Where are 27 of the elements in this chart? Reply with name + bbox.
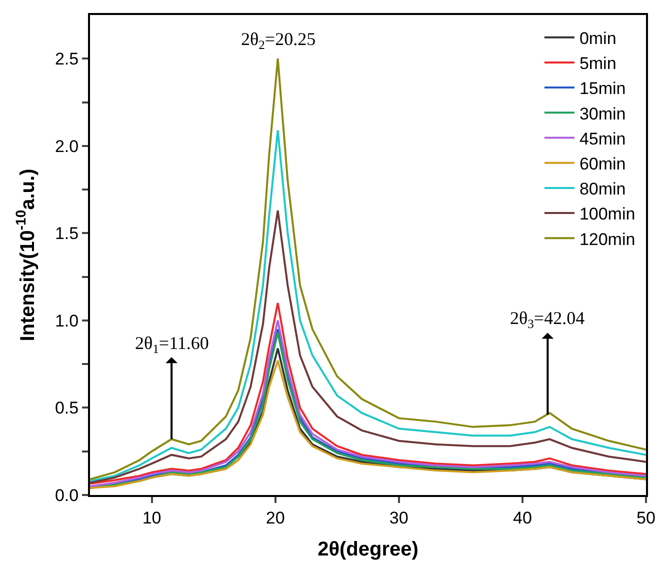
legend-label: 0min <box>579 28 616 48</box>
x-tick-label: 10 <box>142 508 162 528</box>
legend-label: 100min <box>579 204 636 224</box>
y-tick-label: 2.5 <box>54 50 79 69</box>
legend-label: 15min <box>579 79 626 98</box>
x-tick-label: 40 <box>512 508 532 528</box>
line-series <box>90 58 646 480</box>
y-tick-label: 2.0 <box>54 136 79 156</box>
y-tick-label: 1.5 <box>54 224 79 244</box>
y-tick-label: 0.5 <box>54 398 79 418</box>
x-axis-title: 2θ(degree) <box>318 538 418 560</box>
legend-label: 60min <box>579 154 626 174</box>
x-tick-label: 50 <box>636 508 656 528</box>
annotation: 2θ$_{1}$=11.60 <box>135 333 209 356</box>
line-series <box>90 209 646 484</box>
legend-label: 80min <box>579 180 626 199</box>
legend-label: 5min <box>579 54 616 74</box>
x-tick-label: 30 <box>389 508 408 528</box>
legend-label: 45min <box>579 129 626 148</box>
annotation: 2θ$_{2}$=20.25 <box>241 29 316 52</box>
x-tick-label: 20 <box>266 508 285 528</box>
legend-label: 30min <box>579 104 626 124</box>
y-tick-label: 1.0 <box>54 311 79 330</box>
y-tick-label: 0.0 <box>54 486 79 505</box>
line-series <box>90 129 646 482</box>
legend-label: 120min <box>579 230 636 249</box>
annotation: 2θ$_{3}$=42.04 <box>510 308 585 331</box>
